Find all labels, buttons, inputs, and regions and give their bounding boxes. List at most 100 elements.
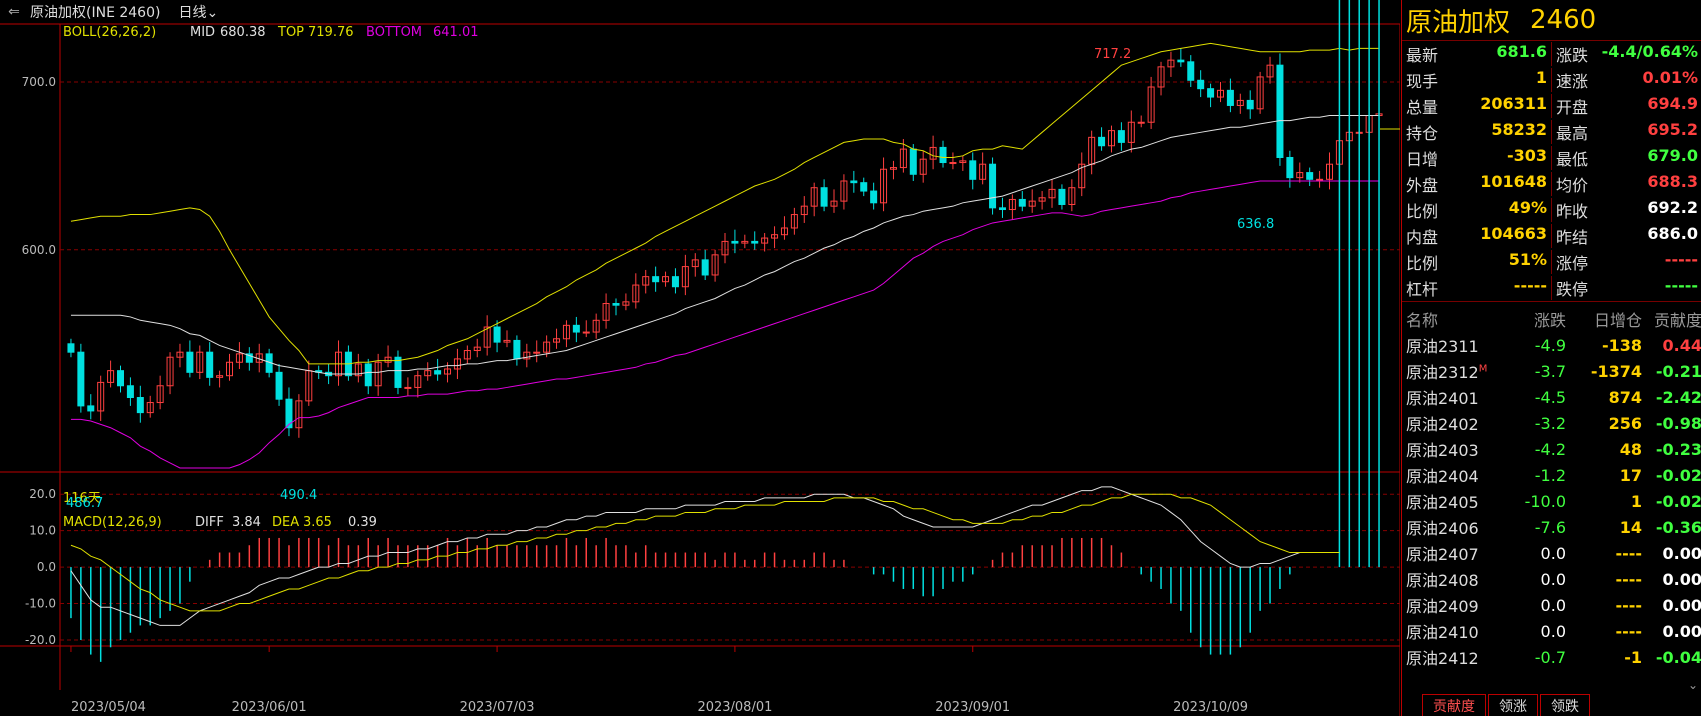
contract-name: 原油2405 [1402, 489, 1516, 513]
contract-name-text: 原油2312 [1406, 363, 1479, 382]
candle-body [1058, 188, 1066, 205]
quote-cell: 昨结 686.0 [1552, 224, 1701, 248]
contract-row[interactable]: 原油2401 -4.5 874 -2.42 [1402, 384, 1701, 410]
low-annotation: 636.8 [1237, 217, 1274, 232]
contract-name-text: 原油2408 [1406, 571, 1479, 590]
quote-row: 最新 681.6 涨跌 -4.4/0.64% [1402, 41, 1701, 67]
price-tick-label: 700.0 [22, 75, 56, 89]
quote-value: 51% [1508, 250, 1547, 269]
candle-body [860, 182, 868, 192]
contract-row[interactable]: 原油2407 0.0 ---- 0.00 [1402, 540, 1701, 566]
contract-contribution: -0.23 [1655, 439, 1701, 459]
candle-body [77, 351, 85, 407]
contract-oi-change: ---- [1615, 595, 1642, 615]
contract-contribution: 0.00 [1662, 543, 1701, 563]
contract-change: -4.2 [1534, 439, 1566, 459]
candle-body [602, 303, 610, 321]
candle-body [473, 346, 481, 352]
contract-row[interactable]: 原油2312M -3.7 -1374 -0.21 [1402, 358, 1701, 384]
quote-row: 比例 51% 涨停 ----- [1402, 249, 1701, 275]
candle-body [117, 370, 125, 387]
contract-row[interactable]: 原油2403 -4.2 48 -0.23 [1402, 436, 1701, 462]
candle-body [998, 207, 1006, 211]
contract-change: -7.6 [1534, 517, 1566, 537]
quote-value: 58232 [1491, 120, 1547, 139]
contract-row[interactable]: 原油2412 -0.7 -1 -0.04 [1402, 644, 1701, 670]
contract-name-text: 原油2406 [1406, 519, 1479, 538]
candle-body [1028, 200, 1036, 207]
candle-body [553, 338, 561, 343]
contract-name-text: 原油2407 [1406, 545, 1479, 564]
candle-body [989, 163, 997, 209]
contract-oi-change: ---- [1615, 569, 1642, 589]
contract-change: -0.7 [1534, 647, 1566, 667]
contract-name: 原油2401 [1402, 385, 1516, 409]
quote-row: 持仓 58232 最高 695.2 [1402, 119, 1701, 145]
quote-value: 694.9 [1647, 94, 1698, 113]
quote-value: 101648 [1480, 172, 1547, 191]
quote-cell: 持仓 58232 [1402, 120, 1552, 144]
tab-top-losers[interactable]: 领跌 [1540, 694, 1590, 716]
candle-body [919, 158, 927, 175]
candle-body [285, 398, 293, 429]
title-bar: ⇐ 原油加权(INE 2460) 日线⌄ [0, 0, 1404, 24]
quote-row: 内盘 104663 昨结 686.0 [1402, 223, 1701, 249]
candle-body [721, 240, 729, 256]
candle-body [226, 361, 234, 377]
header-contribution[interactable]: 贡献度 [1653, 311, 1701, 330]
quote-value: 49% [1508, 198, 1547, 217]
chart-labels: BOLL(26,26,2) MID 680.38 TOP 719.76 BOTTOM 641… [63, 25, 1400, 530]
contract-row[interactable]: 原油2405 -10.0 1 -0.02 [1402, 488, 1701, 514]
macd-dea-line [70, 493, 1340, 612]
candle-body [1187, 61, 1195, 81]
quote-row: 现手 1 速涨 0.01% [1402, 67, 1701, 93]
contract-contribution: -0.02 [1655, 465, 1701, 485]
contract-change: 0.0 [1540, 543, 1566, 563]
candle-body [1177, 59, 1185, 63]
quote-value: 1 [1535, 68, 1547, 87]
x-tick-label: 2023/09/01 [935, 700, 1010, 715]
contract-row[interactable]: 原油2402 -3.2 256 -0.98 [1402, 410, 1701, 436]
header-name[interactable]: 名称 [1406, 311, 1439, 330]
contract-row[interactable]: 原油2408 0.0 ---- 0.00 [1402, 566, 1701, 592]
candle-body [1157, 66, 1165, 88]
candle-body [235, 353, 243, 363]
candle-body [1038, 197, 1046, 202]
candle-body [830, 200, 838, 207]
candle-body [790, 214, 798, 229]
candle-body [126, 385, 134, 399]
quote-label: 昨收 [1556, 202, 1589, 221]
macd-tick-label: 10.0 [29, 524, 56, 538]
candle-body [216, 375, 224, 378]
contract-row[interactable]: 原油2410 0.0 ---- 0.00 [1402, 618, 1701, 644]
contract-row[interactable]: 原油2311 -4.9 -138 0.44 [1402, 332, 1701, 358]
candle-body [533, 351, 541, 354]
boll-bottom-line [70, 180, 1380, 469]
header-change[interactable]: 涨跌 [1533, 311, 1566, 330]
tab-contribution[interactable]: 贡献度 [1422, 694, 1486, 716]
contract-row[interactable]: 原油2409 0.0 ---- 0.00 [1402, 592, 1701, 618]
quote-cell: 最低 679.0 [1552, 146, 1701, 170]
contract-name: 原油2402 [1402, 411, 1516, 435]
period-label: 日线 [178, 5, 207, 21]
candle-body [632, 284, 640, 303]
kline-chart[interactable]: 700.0 600.0 20.0 10.0 0.0 -10.0 -20.0 2023/05/0… [0, 0, 1400, 716]
tab-top-gainers[interactable]: 领涨 [1488, 694, 1538, 716]
contract-row[interactable]: 原油2406 -7.6 14 -0.36 [1402, 514, 1701, 540]
scroll-down-icon[interactable]: ⌄ [1687, 678, 1698, 692]
contract-oi-change: 17 [1619, 465, 1642, 485]
contract-row[interactable]: 原油2404 -1.2 17 -0.02 [1402, 462, 1701, 488]
period-selector[interactable]: 日线⌄ [178, 2, 218, 22]
candle-body [1216, 89, 1224, 98]
contract-oi-change: 1 [1630, 491, 1642, 511]
back-arrows-icon[interactable]: ⇐ [8, 4, 20, 20]
header-oi-change[interactable]: 日增仓 [1593, 311, 1642, 330]
candle-body [870, 190, 878, 204]
old-low-annotation: 486.7 [66, 496, 103, 511]
quote-cell: 均价 688.3 [1552, 172, 1701, 196]
candle-body [136, 397, 144, 414]
contract-change: -3.7 [1534, 361, 1566, 381]
macd-value: 0.39 [348, 515, 377, 530]
quote-value: 686.0 [1647, 224, 1698, 243]
contract-name-text: 原油2405 [1406, 493, 1479, 512]
